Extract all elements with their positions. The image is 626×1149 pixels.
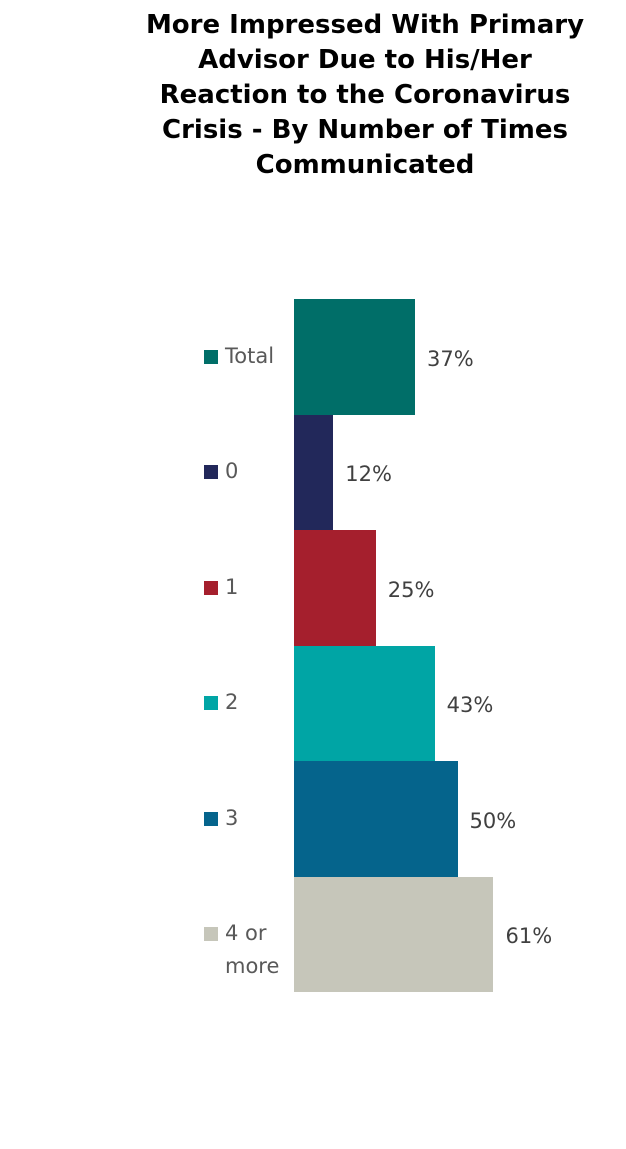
bar [294,414,334,530]
legend-swatch [204,465,218,480]
value-label: 37% [426,346,474,371]
legend-label: 1 [225,574,239,599]
bar [294,645,435,761]
legend-label: 2 [225,690,239,715]
bar [294,761,458,877]
value-label: 50% [469,808,517,833]
legend-label: 3 [225,805,239,830]
legend-swatch [204,580,218,595]
value-label: 12% [345,462,392,487]
legend-swatch [204,349,218,364]
legend-swatch [204,927,218,942]
legend-label: 0 [225,459,239,484]
legend-swatch [204,811,218,826]
legend-swatch [204,696,218,711]
legend-label: 4 or more [225,921,280,979]
chart-title: More Impressed With Primary Advisor Due … [145,10,585,180]
bar [294,876,494,992]
value-label: 43% [446,693,494,718]
bar [294,299,415,415]
value-label: 25% [387,577,435,602]
legend-label: Total [225,343,275,368]
value-label: 61% [505,924,553,949]
bar [294,530,376,646]
